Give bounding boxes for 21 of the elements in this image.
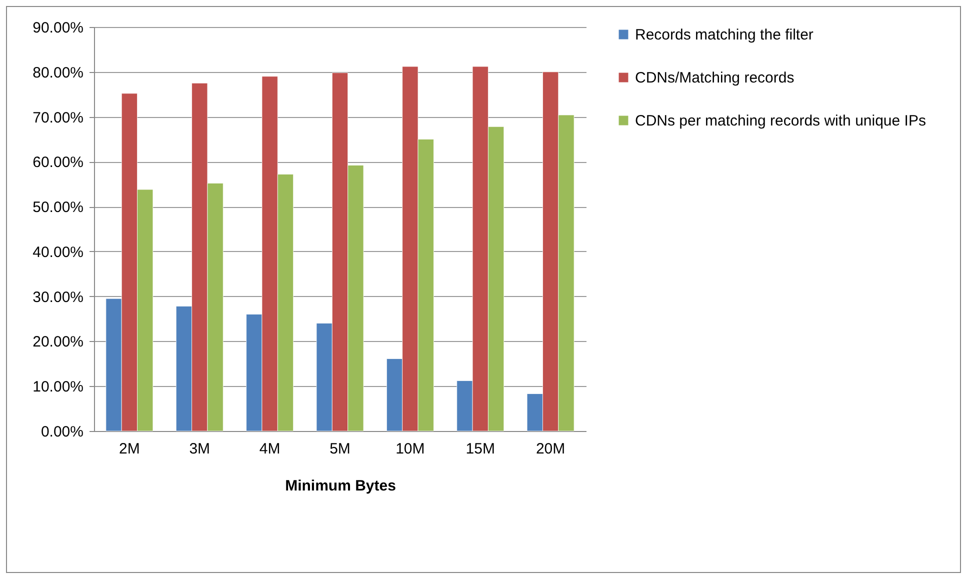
y-tick-label: 70.00%	[32, 109, 84, 126]
x-tick-label: 2M	[119, 440, 140, 458]
x-axis-title: Minimum Bytes	[285, 478, 396, 494]
legend-label: CDNs/Matching records	[635, 70, 794, 86]
y-tick-label: 0.00%	[40, 424, 84, 440]
y-tick-label: 50.00%	[32, 199, 84, 216]
legend-label: Records matching the filter	[635, 26, 814, 44]
x-tick-label: 4M	[259, 440, 280, 458]
x-tick-label: 5M	[330, 440, 350, 458]
y-tick-label: 80.00%	[32, 64, 84, 82]
x-tick-label: 3M	[189, 440, 210, 458]
y-tick-label: 20.00%	[32, 334, 84, 351]
y-tick-label: 40.00%	[32, 244, 84, 261]
legend-label: CDNs per matching records with unique IPs	[635, 112, 926, 130]
y-tick-label: 10.00%	[32, 378, 84, 396]
x-tick-label: 15M	[466, 440, 495, 458]
x-tick-label: 20M	[536, 440, 566, 458]
x-tick-label: 10M	[396, 440, 425, 458]
y-tick-label: 30.00%	[32, 288, 84, 306]
y-tick-label: 90.00%	[32, 20, 84, 36]
y-tick-label: 60.00%	[32, 154, 84, 172]
